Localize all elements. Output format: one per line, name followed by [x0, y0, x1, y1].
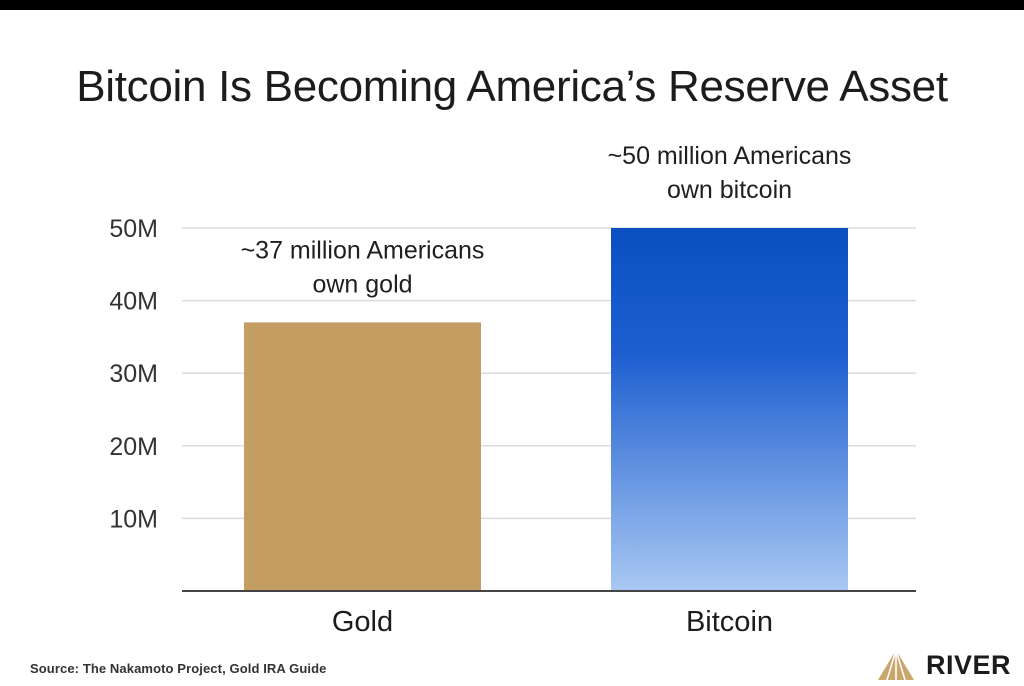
- y-tick-label: 40M: [109, 288, 158, 316]
- bar-annotation-line: ~37 million Americans: [241, 236, 485, 264]
- top-border-bar: [0, 0, 1024, 10]
- bar-bitcoin: [611, 228, 848, 591]
- bar-annotation-line: ~50 million Americans: [608, 142, 852, 170]
- bar-annotation-line: own gold: [312, 270, 412, 298]
- x-category-label: Gold: [332, 606, 393, 638]
- labels: 10M 20M 30M 40M 50M Gold ~37 million Americans…: [109, 142, 851, 638]
- y-tick-label: 50M: [109, 215, 158, 243]
- bars: [244, 228, 848, 591]
- bar-gold: [244, 322, 481, 591]
- bar-annotation-line: own bitcoin: [667, 176, 792, 204]
- chart-title: Bitcoin Is Becoming America’s Reserve As…: [76, 62, 948, 111]
- brand-logo: RIVER: [876, 648, 1011, 682]
- y-tick-label: 10M: [109, 505, 158, 533]
- y-tick-label: 30M: [109, 360, 158, 388]
- river-mountain-icon: [878, 649, 914, 681]
- source-note: Source: The Nakamoto Project, Gold IRA G…: [30, 661, 327, 676]
- brand-name: RIVER: [926, 649, 1012, 680]
- y-tick-label: 20M: [109, 433, 158, 461]
- x-category-label: Bitcoin: [686, 606, 773, 638]
